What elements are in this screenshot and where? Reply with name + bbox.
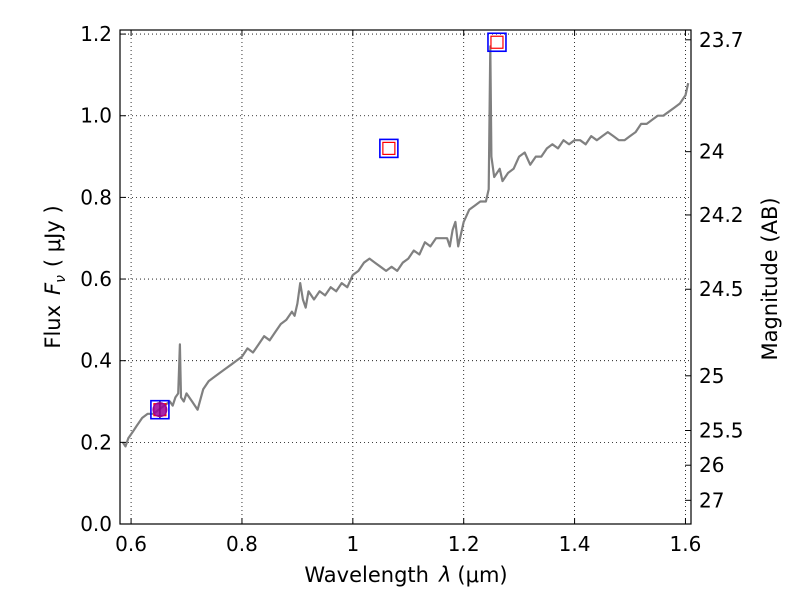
y2-tick-label: 24.2 [699, 203, 744, 227]
y-tick-label: 1.2 [80, 22, 112, 46]
y2-tick-label: 25 [699, 364, 724, 388]
photometry-markers [150, 32, 507, 420]
y2-axis-ticks: 23.7 24 24.2 24.5 25 25.5 26 27 [685, 28, 744, 512]
detection-marker [152, 402, 168, 418]
x-axis-ticks: 0.6 0.8 1 1.2 1.4 1.6 [115, 30, 701, 556]
y2-tick-label: 27 [699, 488, 724, 512]
y-tick-label: 0.6 [80, 267, 112, 291]
y2-tick-label: 24.5 [699, 277, 744, 301]
y-axis-ticks: 0.0 0.2 0.4 0.6 0.8 1.0 1.2 [80, 22, 126, 536]
y-tick-label: 1.0 [80, 104, 112, 128]
x-tick-label: 1.2 [448, 532, 480, 556]
x-tick-label: 1.6 [670, 532, 702, 556]
y2-axis-label: Magnitude (AB) [758, 197, 782, 360]
observed-photometry-marker [150, 399, 170, 420]
y-tick-label: 0.4 [80, 349, 112, 373]
y2-tick-label: 24 [699, 140, 724, 164]
observed-photometry-marker [487, 32, 507, 53]
observed-photometry-marker [379, 138, 399, 159]
y-tick-label: 0.2 [80, 430, 112, 454]
y2-tick-label: 25.5 [699, 419, 744, 443]
x-tick-label: 0.8 [226, 532, 258, 556]
x-axis-label: Wavelength λ (μm) [304, 563, 507, 587]
y-axis-label: FluxFν( μJy ) [41, 205, 69, 348]
spectrum-line [121, 45, 690, 448]
plot-frame [119, 29, 692, 525]
y2-tick-label: 23.7 [699, 28, 744, 52]
x-tick-label: 1 [346, 532, 359, 556]
model-photometry-marker [382, 141, 396, 155]
x-tick-label: 0.6 [115, 532, 147, 556]
y-tick-label: 0.0 [80, 512, 112, 536]
y2-tick-label: 26 [699, 453, 724, 477]
spectrum-series [121, 45, 690, 448]
x-tick-label: 1.4 [559, 532, 591, 556]
y-tick-label: 0.8 [80, 185, 112, 209]
model-photometry-marker [490, 35, 504, 49]
